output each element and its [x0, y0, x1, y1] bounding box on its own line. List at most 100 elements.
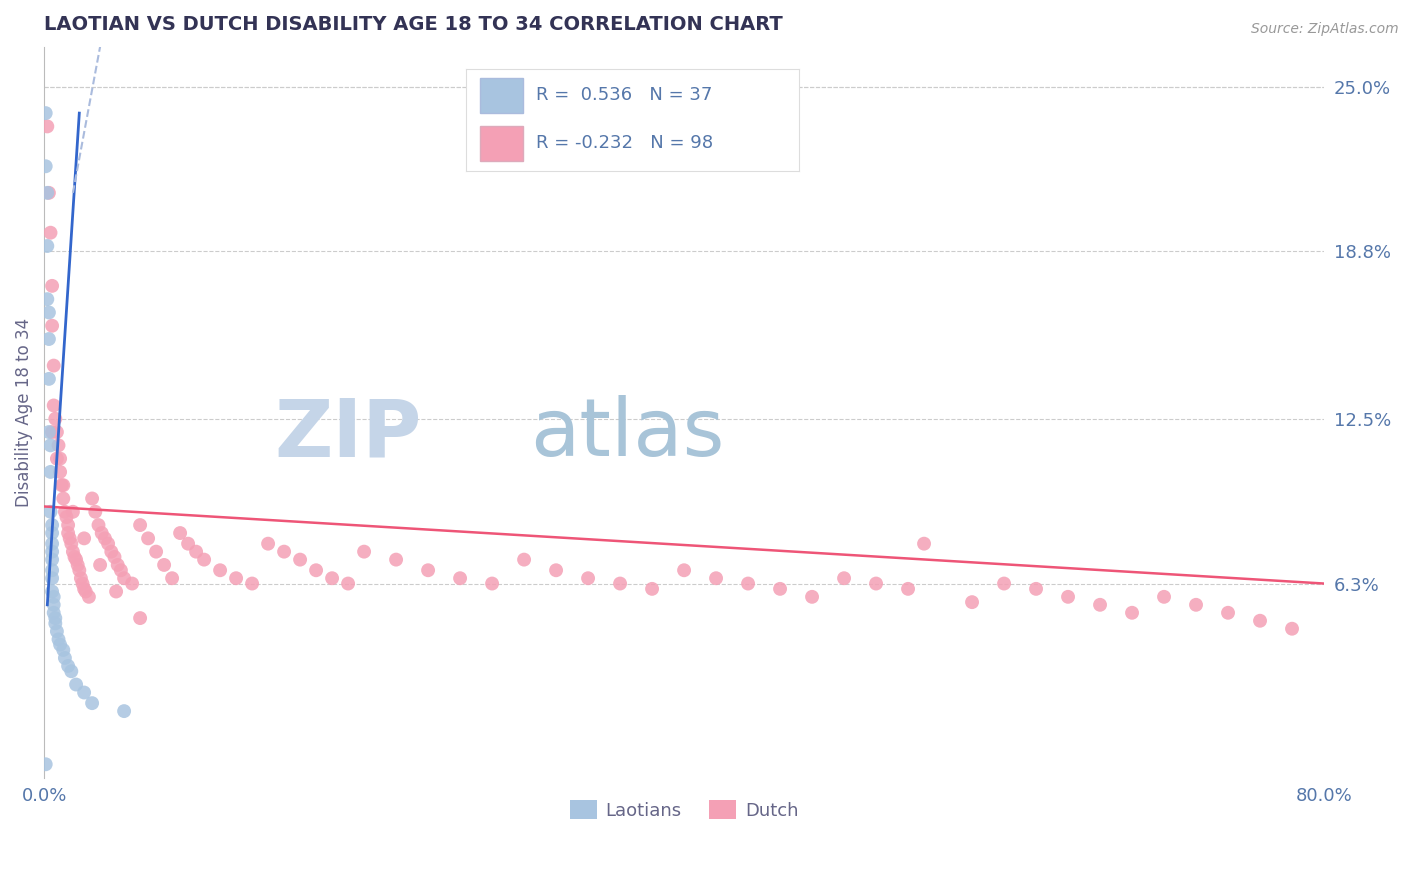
- Point: [129, 611, 152, 625]
- Point: [94, 532, 117, 546]
- Point: [1057, 590, 1080, 604]
- Point: [73, 582, 96, 596]
- Point: [77, 590, 100, 604]
- Point: [129, 518, 152, 533]
- Point: [45, 451, 67, 466]
- Point: [56, 518, 79, 533]
- Point: [385, 552, 408, 566]
- Point: [51, 478, 73, 492]
- Point: [44, 411, 66, 425]
- Point: [449, 571, 471, 585]
- Point: [513, 552, 536, 566]
- Point: [53, 505, 76, 519]
- Point: [38, 332, 60, 346]
- Point: [273, 544, 295, 558]
- Point: [39, 465, 62, 479]
- Point: [90, 526, 112, 541]
- Point: [37, 120, 59, 134]
- Point: [1153, 590, 1175, 604]
- Point: [60, 537, 83, 551]
- Point: [193, 552, 215, 566]
- Point: [1121, 606, 1143, 620]
- Point: [67, 563, 90, 577]
- Point: [35, 159, 58, 173]
- Point: [42, 399, 65, 413]
- Point: [49, 451, 72, 466]
- Point: [55, 510, 77, 524]
- Point: [73, 532, 96, 546]
- Point: [769, 582, 792, 596]
- Point: [184, 544, 207, 558]
- Point: [1281, 622, 1303, 636]
- Point: [801, 590, 824, 604]
- Point: [897, 582, 920, 596]
- Point: [38, 425, 60, 439]
- Point: [41, 537, 63, 551]
- Point: [73, 685, 96, 699]
- Point: [84, 505, 107, 519]
- Point: [66, 558, 89, 572]
- Point: [52, 478, 75, 492]
- Point: [136, 532, 159, 546]
- Point: [41, 552, 63, 566]
- Point: [87, 518, 110, 533]
- Point: [100, 544, 122, 558]
- Point: [737, 576, 759, 591]
- Point: [416, 563, 439, 577]
- Point: [44, 616, 66, 631]
- Point: [59, 532, 82, 546]
- Point: [65, 552, 87, 566]
- Point: [39, 505, 62, 519]
- Point: [912, 537, 935, 551]
- Point: [63, 549, 86, 564]
- Point: [97, 537, 120, 551]
- Point: [960, 595, 983, 609]
- Point: [169, 526, 191, 541]
- Text: LAOTIAN VS DUTCH DISABILITY AGE 18 TO 34 CORRELATION CHART: LAOTIAN VS DUTCH DISABILITY AGE 18 TO 34…: [44, 15, 783, 34]
- Point: [337, 576, 360, 591]
- Point: [103, 549, 125, 564]
- Point: [609, 576, 631, 591]
- Point: [704, 571, 727, 585]
- Point: [38, 305, 60, 319]
- Point: [576, 571, 599, 585]
- Point: [225, 571, 247, 585]
- Point: [49, 465, 72, 479]
- Point: [177, 537, 200, 551]
- Point: [45, 624, 67, 639]
- Text: atlas: atlas: [530, 395, 725, 473]
- Point: [52, 643, 75, 657]
- Point: [42, 606, 65, 620]
- Point: [37, 186, 59, 200]
- Point: [673, 563, 696, 577]
- Point: [56, 526, 79, 541]
- Point: [1185, 598, 1208, 612]
- Point: [37, 239, 59, 253]
- Point: [41, 571, 63, 585]
- Point: [110, 563, 132, 577]
- Point: [1025, 582, 1047, 596]
- Point: [112, 704, 135, 718]
- Point: [53, 651, 76, 665]
- Point: [45, 425, 67, 439]
- Point: [209, 563, 232, 577]
- Point: [41, 278, 63, 293]
- Point: [38, 372, 60, 386]
- Point: [39, 438, 62, 452]
- Point: [35, 757, 58, 772]
- Point: [41, 318, 63, 333]
- Point: [75, 584, 97, 599]
- Point: [39, 226, 62, 240]
- Point: [145, 544, 167, 558]
- Point: [546, 563, 568, 577]
- Point: [72, 576, 94, 591]
- Point: [35, 106, 58, 120]
- Point: [48, 438, 70, 452]
- Point: [41, 584, 63, 599]
- Point: [60, 665, 83, 679]
- Point: [41, 425, 63, 439]
- Point: [65, 677, 87, 691]
- Point: [321, 571, 343, 585]
- Point: [305, 563, 328, 577]
- Point: [240, 576, 263, 591]
